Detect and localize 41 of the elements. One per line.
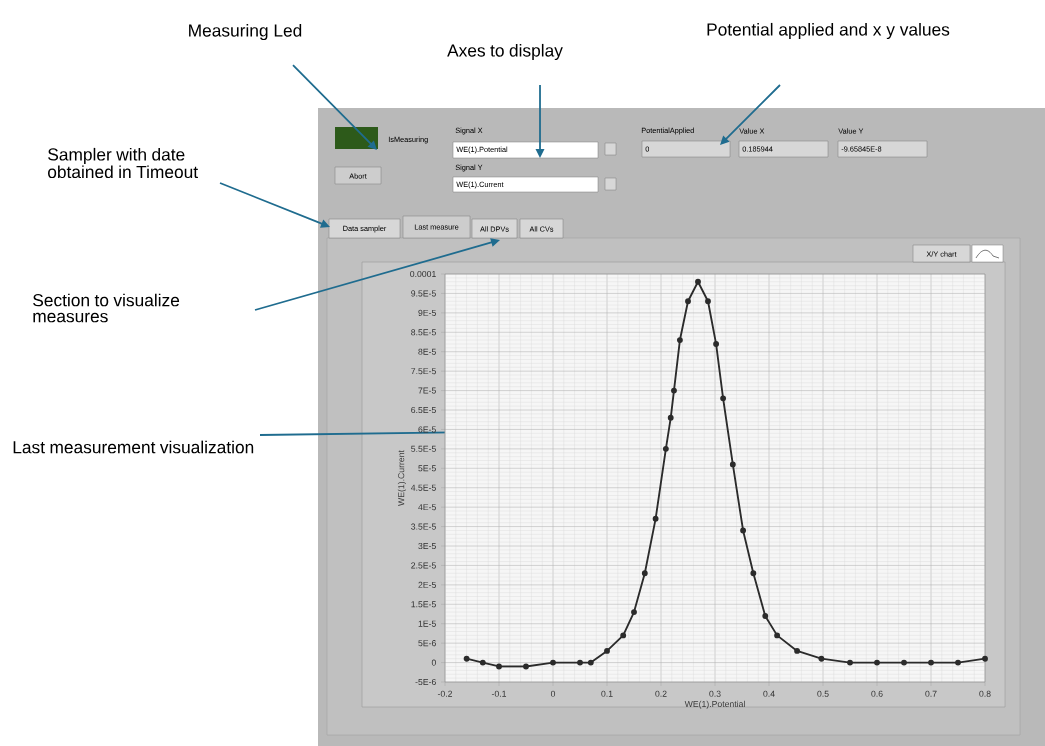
x-tick-label: 0.1 <box>601 690 613 697</box>
y-tick-label: 0 <box>431 659 436 666</box>
y-tick-label: 2.5E-5 <box>411 562 436 569</box>
y-tick-label: 4E-5 <box>418 504 436 511</box>
y-tick-label: 5.5E-5 <box>411 445 436 452</box>
text: Section to visualize measures <box>33 293 180 323</box>
y-tick-label: 0.0001 <box>410 270 436 278</box>
y-tick-label: 7E-5 <box>418 387 436 394</box>
y-tick-label: 1E-5 <box>418 620 436 627</box>
y-tick-label: 4.5E-5 <box>410 484 436 491</box>
y-tick-label: 9.5E-5 <box>411 290 436 297</box>
x-axis-title: WE(1).Potential <box>684 700 745 709</box>
y-tick-label: 6.5E-5 <box>411 406 436 414</box>
y-tick-label: 3.5E-5 <box>411 523 436 530</box>
y-tick-label: 5E-6 <box>418 640 436 647</box>
y-axis-title: WE(1).Current <box>397 450 406 506</box>
y-tick-label: 5E-5 <box>418 465 436 472</box>
text: Measuring Led <box>189 23 302 41</box>
text: Sampler with date obtained in Timeout <box>48 147 198 179</box>
x-tick-label: 0.5 <box>817 690 829 697</box>
y-tick-label: 8E-5 <box>418 348 436 355</box>
y-tick-label: 2E-5 <box>418 581 436 588</box>
x-tick-label: 0.4 <box>763 690 775 697</box>
x-tick-label: -0.2 <box>437 690 453 697</box>
text: Potential applied and x y values <box>707 22 950 40</box>
text: Axes to display <box>447 43 563 61</box>
x-tick-label: 0.3 <box>709 690 721 697</box>
y-tick-label: 6E-5 <box>418 426 436 433</box>
y-tick-label: 7.5E-5 <box>411 368 436 375</box>
text: Last measurement visualization <box>13 440 254 454</box>
y-tick-label: -5E-6 <box>415 678 436 686</box>
x-tick-label: 0.6 <box>871 690 883 697</box>
x-tick-label: 0.7 <box>925 690 937 697</box>
x-tick-label: 0.2 <box>655 690 667 697</box>
x-tick-label: 0.8 <box>979 690 991 697</box>
y-tick-label: 3E-5 <box>418 542 436 550</box>
y-tick-label: 9E-5 <box>418 309 436 316</box>
x-tick-label: -0.1 <box>491 690 507 697</box>
y-tick-label: 1.5E-5 <box>411 601 436 608</box>
y-tick-label: 8.5E-5 <box>411 329 436 336</box>
x-tick-label: 0 <box>550 690 556 697</box>
